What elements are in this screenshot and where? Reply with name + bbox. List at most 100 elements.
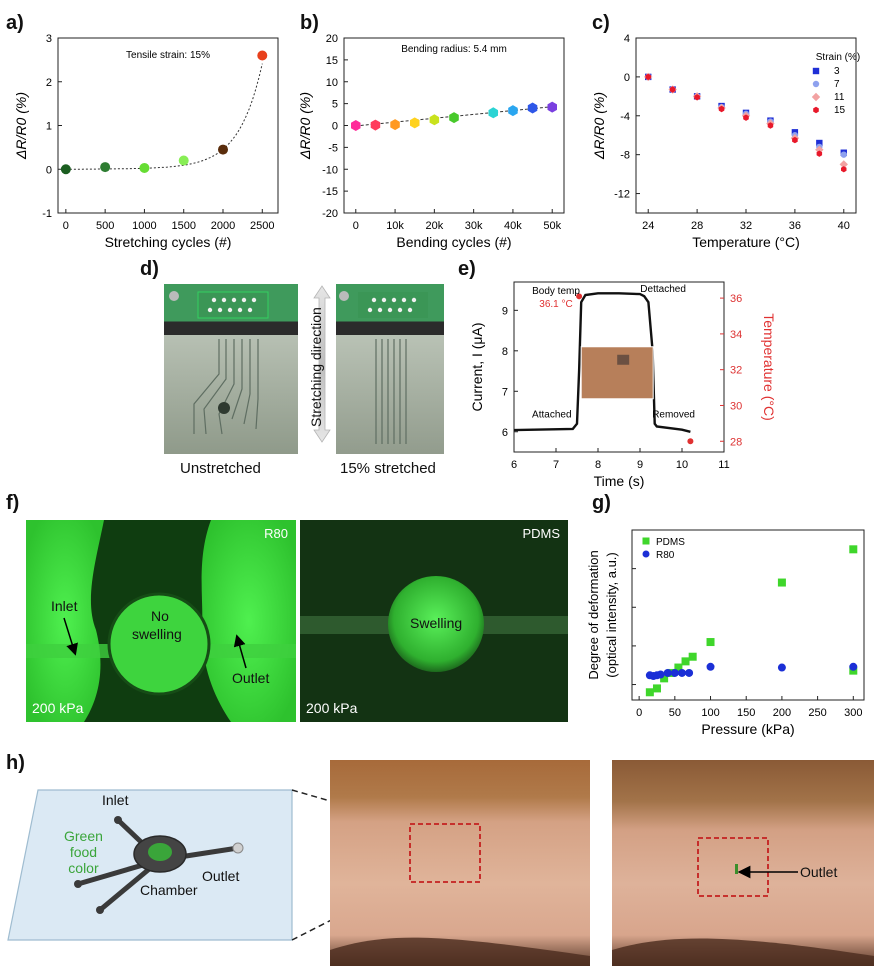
y-axis-label: ΔR/R0 (%)	[591, 92, 607, 160]
annotation: Tensile strain: 15%	[126, 50, 210, 61]
outlet-label-f: Outlet	[232, 670, 270, 686]
x-tick-label: 36	[789, 220, 801, 232]
data-point-11	[839, 160, 848, 169]
data-point-PDMS	[777, 578, 786, 587]
y-right-axis-label: Temperature (°C)	[761, 313, 777, 421]
data-point-PDMS	[688, 652, 697, 661]
y-axis-label-2: (optical intensity, a.u.)	[604, 552, 619, 677]
legend-label: 15	[834, 105, 846, 116]
trend-line	[355, 106, 553, 127]
y-right-tick-label: 28	[730, 436, 742, 448]
data-point	[527, 102, 538, 114]
x-tick-label: 24	[642, 220, 654, 232]
data-point-PDMS	[645, 688, 654, 697]
y-tick-label: 0	[332, 121, 338, 133]
y-tick-label: 7	[502, 386, 508, 398]
data-point	[351, 120, 361, 131]
x-tick-label: 10k	[386, 220, 404, 232]
legend-marker	[813, 106, 819, 114]
annotation-detached: Dettached	[640, 284, 686, 295]
legend-label: 7	[834, 79, 840, 90]
photo-stretched	[336, 284, 444, 454]
y-tick-label: 0	[624, 72, 630, 84]
chart-a: 0 500 1000 1500 2000 2500 -1 0 1 2 3 Tensile strain…	[13, 33, 279, 250]
data-point-15	[841, 166, 847, 173]
data-point-15	[767, 122, 774, 129]
no-swelling-label: No	[151, 608, 169, 624]
x-tick-label: 40	[838, 220, 850, 232]
x-tick-label: 2000	[211, 220, 235, 232]
x-tick-label: 150	[737, 707, 755, 719]
y-tick-label: -10	[322, 164, 338, 176]
annotation-body-temp: Body temp	[532, 286, 580, 297]
data-point-PDMS	[681, 657, 690, 666]
data-point	[410, 117, 420, 129]
data-point	[178, 155, 189, 166]
panel-letter-e: e)	[458, 258, 476, 280]
plot-frame	[57, 37, 279, 214]
data-point	[547, 101, 557, 113]
swelling-label: Swelling	[410, 615, 463, 631]
f-arrows	[63, 617, 247, 669]
data-point	[390, 119, 400, 131]
annotation-removed: Removed	[652, 410, 695, 421]
unstretched-sensor-traces	[169, 291, 269, 435]
legend-label: 11	[834, 92, 845, 103]
y-right-tick-label: 34	[730, 329, 742, 341]
y-tick-label: 8	[502, 346, 508, 358]
data-point	[429, 114, 440, 126]
x-tick-label: 28	[691, 220, 703, 232]
data-point-R80	[706, 662, 715, 671]
annotation-attached: Attached	[532, 410, 571, 421]
data-point-R80	[777, 663, 786, 672]
data-point-PDMS	[652, 684, 661, 693]
inlet-label: Inlet	[51, 598, 78, 614]
plot-frame	[635, 37, 857, 214]
y-tick-label: 5	[332, 99, 338, 111]
photo-forehead-left	[330, 760, 590, 966]
y-tick-label: -5	[328, 142, 338, 154]
legend-marker	[812, 67, 820, 75]
food-color-line-2: food	[69, 844, 98, 860]
x-tick-label: 50k	[543, 220, 561, 232]
data-point-15	[816, 150, 823, 157]
pdms-microfluidic-image	[300, 520, 568, 722]
data-point	[139, 162, 150, 173]
data-point-15	[792, 136, 798, 144]
photo-r80: R80 200 kPa Inlet No swelling Outlet	[26, 520, 296, 722]
y-tick-label: -1	[42, 208, 52, 220]
inset-sensor-patch	[617, 354, 630, 365]
data-point	[449, 112, 459, 124]
x-tick-label: 7	[553, 459, 559, 471]
data-point-R80	[685, 668, 694, 677]
data-point	[370, 119, 381, 131]
data-point-R80	[663, 668, 672, 677]
data-point	[218, 144, 228, 155]
photo-unstretched	[164, 284, 298, 454]
y-tick-label: 10	[326, 77, 338, 89]
panel-letter-b: b)	[300, 12, 319, 34]
data-point-PDMS	[660, 674, 669, 683]
x-tick-label: 32	[740, 220, 752, 232]
y-tick-label: 2	[46, 77, 52, 89]
y-tick-label: 0	[46, 164, 52, 176]
current-line	[513, 292, 691, 433]
data-point-15	[645, 73, 651, 81]
x-tick-label: 300	[844, 707, 862, 719]
legend-label: PDMS	[656, 537, 685, 548]
y-tick-label: -4	[620, 111, 630, 123]
x-tick-label: 2500	[250, 220, 274, 232]
x-tick-label: 6	[511, 459, 517, 471]
pdms-tag: PDMS	[522, 526, 560, 541]
x-tick-label: 30k	[465, 220, 483, 232]
food-color-line-1: Green	[64, 828, 103, 844]
x-axis-label: Time (s)	[594, 473, 645, 489]
data-point	[488, 107, 498, 119]
y-axis-label: ΔR/R0 (%)	[297, 92, 313, 160]
r80-tag: R80	[264, 526, 288, 541]
data-point	[257, 50, 268, 61]
photo-forehead-right: Outlet	[612, 760, 874, 966]
y-tick-label: -8	[620, 150, 630, 162]
data-point-15	[694, 94, 700, 101]
stretched-sensor-traces	[339, 291, 428, 444]
